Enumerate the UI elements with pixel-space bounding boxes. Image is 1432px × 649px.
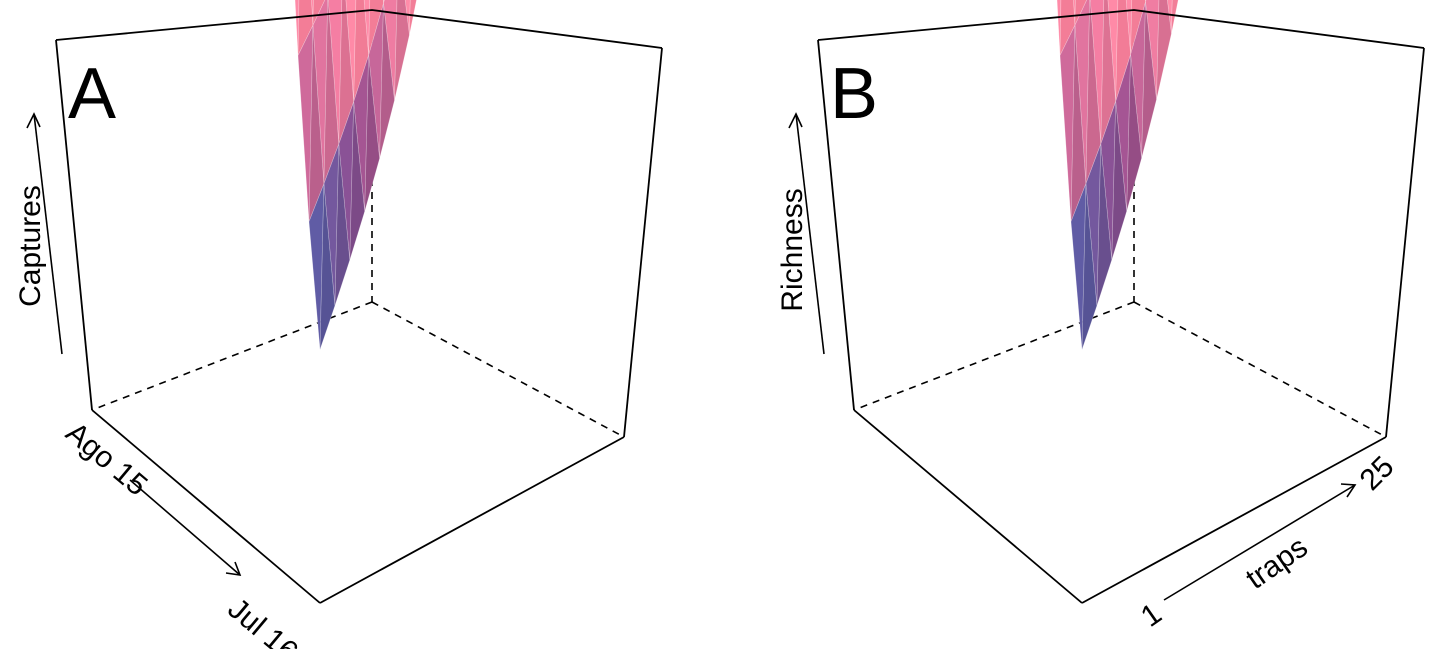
- surface-facet: [394, 0, 410, 101]
- panel-b-box-edge: [817, 39, 855, 411]
- panel-b-traps-start-label: 1: [1135, 597, 1168, 634]
- surface-facet: [323, 143, 340, 306]
- surface-facet: [1171, 0, 1179, 34]
- surface-facet: [1081, 183, 1098, 350]
- panel-a-date-start-label: Ago 15: [60, 416, 154, 502]
- surface-facet: [1145, 0, 1146, 3]
- surface-facet: [323, 0, 340, 184]
- panel-b-box-edge: [853, 409, 1083, 604]
- panel-a-box-edge: [623, 47, 663, 438]
- panel-b: B Richness 1 traps 25: [776, 0, 1425, 634]
- surface-facet: [312, 0, 328, 184]
- panel-a-surface: [294, 0, 417, 350]
- panel-a-z-arrow-line: [33, 113, 63, 355]
- surface-facet: [1070, 25, 1087, 222]
- panel-b-letter: B: [830, 54, 878, 134]
- surface-facet: [1070, 183, 1087, 350]
- panel-b-traps-label: traps: [1240, 530, 1314, 595]
- panel-b-surface: [1056, 0, 1179, 350]
- panel-b-traps-end-label: 25: [1354, 450, 1401, 497]
- panel-b-hidden-edge: [853, 301, 1135, 411]
- surface-facet: [1145, 0, 1147, 3]
- panel-b-hidden-edge: [1133, 301, 1387, 438]
- surface-facet: [1056, 0, 1062, 56]
- panel-a-z-arrow: [26, 112, 63, 355]
- panel-b-box-edge: [1385, 47, 1425, 438]
- panel-b-traps-arrow-line: [1163, 484, 1356, 601]
- surface-facet: [1111, 101, 1128, 260]
- surface-facet: [294, 0, 300, 56]
- surface-facet: [311, 0, 314, 26]
- panel-b-box-top: [817, 9, 1425, 49]
- surface-facet: [1156, 0, 1172, 100]
- panel-a-hidden-edge: [91, 301, 373, 411]
- panel-a-date-arrow-head: [225, 561, 242, 576]
- panel-a-box-lines: [55, 9, 663, 604]
- surface-facet: [312, 0, 326, 26]
- panel-a-z-label: Captures: [14, 185, 47, 307]
- panel-a-hidden-edge: [371, 301, 625, 438]
- surface-facet: [1141, 2, 1157, 159]
- surface-facet: [1100, 0, 1117, 145]
- panel-b-z-arrow-head: [788, 112, 803, 129]
- panel-b-z-arrow: [788, 112, 825, 355]
- surface-facet: [383, 0, 385, 4]
- panel-b-box-edge: [1081, 436, 1387, 604]
- panel-a-date-end-label: Jul 16: [222, 592, 305, 649]
- surface-facet: [368, 0, 384, 56]
- surface-facet: [404, 0, 411, 35]
- panel-b-traps-arrow: [1163, 483, 1357, 601]
- panel-a-z-arrow-head: [26, 112, 41, 129]
- panel-b-traps-arrow-head: [1340, 483, 1357, 498]
- surface-facet: [363, 0, 371, 56]
- surface-facet: [382, 0, 384, 4]
- surface-facet: [349, 101, 366, 261]
- surface-facet: [379, 3, 395, 159]
- surface-facet: [1126, 54, 1142, 212]
- panel-a-letter: A: [68, 54, 116, 134]
- surface-facet: [319, 183, 336, 350]
- panel-a-box-top: [55, 9, 663, 49]
- surface-facet: [1125, 0, 1133, 55]
- surface-facet: [334, 144, 351, 306]
- surface-facet: [1073, 0, 1076, 26]
- panel-a-box-edge: [319, 436, 625, 604]
- panel-a-box-edge: [91, 409, 321, 604]
- panel-b-z-arrow-line: [795, 113, 825, 355]
- surface-facet: [1059, 25, 1076, 222]
- panel-a: A Captures Ago 15 Jul 16: [14, 0, 663, 649]
- surface-facet: [364, 55, 380, 212]
- panel-a-date-arrow-line: [129, 479, 241, 576]
- surface-facet: [1096, 143, 1113, 306]
- panel-b-z-label: Richness: [776, 188, 809, 311]
- panel-a-date-arrow: [129, 479, 242, 576]
- panel-a-box-edge: [55, 39, 93, 411]
- surface-facet: [1059, 0, 1076, 56]
- panel-b-box-lines: [817, 9, 1425, 604]
- surface-facet: [1167, 0, 1173, 34]
- surface-facet: [409, 0, 417, 35]
